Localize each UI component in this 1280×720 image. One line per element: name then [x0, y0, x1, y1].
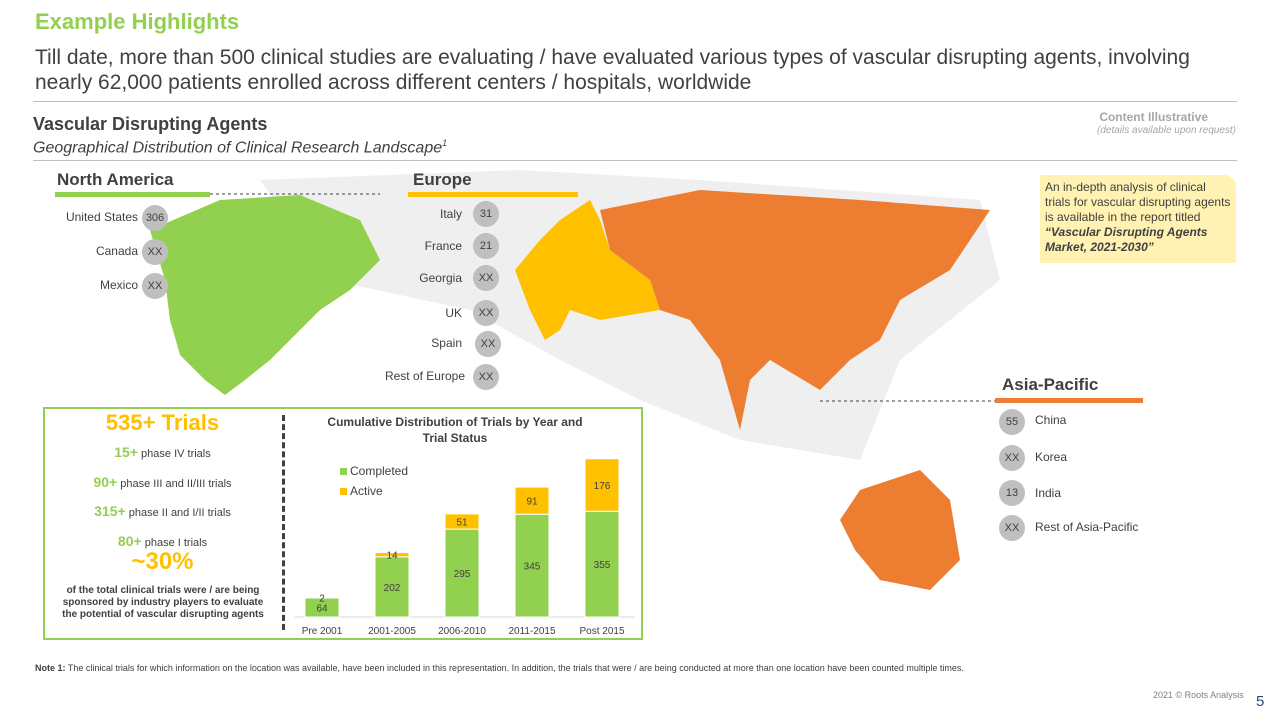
country-count: XX: [473, 300, 499, 326]
region-bar: [995, 398, 1143, 403]
x-tick-label: Post 2015: [579, 626, 624, 637]
copyright: 2021 © Roots Analysis: [1153, 690, 1244, 700]
country-count: XX: [142, 273, 168, 299]
australia-map: [840, 470, 960, 590]
phase-stat: 15+ phase IV trials: [114, 444, 211, 460]
total-trials: 535+ Trials: [105, 410, 220, 435]
x-tick-label: 2006-2010: [438, 626, 486, 637]
divider: [33, 160, 1237, 161]
country-label: India: [1035, 486, 1062, 500]
country-label: Italy: [439, 207, 462, 221]
data-label: 202: [384, 583, 401, 594]
data-label: 91: [526, 497, 538, 508]
phase-stat: 315+ phase II and I/II trials: [94, 503, 231, 519]
report-callout: An in-depth analysis of clinical trials …: [1040, 175, 1236, 263]
section-title: Vascular Disrupting Agents: [33, 114, 268, 134]
region-europe: Europe: [413, 170, 472, 189]
bar-active: [444, 513, 480, 530]
country-label: Canada: [95, 244, 138, 258]
region-bar: [55, 192, 210, 197]
legend-completed: Completed: [340, 464, 408, 478]
content-illustrative: Content Illustrative: [1099, 110, 1208, 124]
country-count: 55: [999, 409, 1025, 435]
stacked-bar-chart: 642 Pre 2001 202 14 2001-2005 295 51 2006-2010 3…: [295, 458, 635, 637]
x-tick-label: 2001-2005: [368, 626, 416, 637]
country-label: China: [1035, 413, 1067, 427]
legend-active: Active: [340, 484, 383, 498]
country-count: XX: [473, 265, 499, 291]
phase-stat: 80+ phase I trials: [117, 533, 208, 549]
country-count: 13: [999, 480, 1025, 506]
country-count: 21: [473, 233, 499, 259]
country-count: XX: [475, 331, 501, 357]
page-title: Example Highlights: [35, 9, 240, 34]
region-bar: [408, 192, 578, 197]
country-count: XX: [473, 364, 499, 390]
region-north-america: North America: [57, 170, 174, 189]
bar-completed: [444, 528, 480, 618]
bar-active: [584, 458, 620, 512]
country-count: 31: [473, 201, 499, 227]
country-label: Spain: [431, 336, 462, 350]
legend-swatch: [340, 488, 347, 495]
country-label: Georgia: [419, 271, 462, 285]
data-label: 295: [454, 569, 471, 580]
country-label: France: [424, 239, 462, 253]
world-map: [150, 170, 1000, 590]
content-note: (details available upon request): [1097, 125, 1236, 136]
country-label: Rest of Europe: [384, 369, 465, 383]
country-label: United States: [65, 210, 138, 224]
bar-active: [514, 486, 550, 515]
country-label: UK: [445, 306, 462, 320]
data-label: 345: [524, 562, 541, 573]
country-count: XX: [142, 239, 168, 265]
x-tick-label: 2011-2015: [508, 626, 556, 637]
country-label: Mexico: [99, 278, 138, 292]
legend-swatch: [340, 468, 347, 475]
data-label: 2: [319, 594, 325, 605]
data-label: 14: [386, 551, 398, 562]
bar-active: [304, 596, 340, 599]
region-asia-pacific: Asia-Pacific: [1002, 375, 1099, 394]
bar-completed: [374, 556, 410, 618]
section-subtitle: Geographical Distribution of Clinical Re…: [33, 138, 448, 157]
data-label: 64: [316, 603, 328, 614]
bar-completed: [514, 513, 550, 618]
bar-active: [374, 552, 410, 558]
country-count: XX: [999, 515, 1025, 541]
divider: [33, 101, 1237, 102]
phase-stat: 90+ phase III and II/III trials: [93, 474, 232, 490]
page-number: 5: [1256, 693, 1265, 710]
bar-completed: [584, 510, 620, 618]
europe-map: [515, 200, 660, 340]
page-subtitle: Till date, more than 500 clinical studie…: [35, 46, 1190, 94]
industry-percent: ~30%: [131, 548, 194, 575]
data-label: 176: [594, 481, 611, 492]
chart-title: Cumulative Distribution of Trials by Yea…: [327, 415, 583, 445]
country-label: Rest of Asia-Pacific: [1035, 520, 1139, 534]
x-tick-label: Pre 2001: [302, 626, 343, 637]
north-america-map: [150, 195, 380, 395]
asia-map: [600, 190, 990, 430]
data-label: 51: [456, 517, 468, 528]
footnote: Note 1: The clinical trials for which in…: [35, 663, 964, 673]
panel-separator: [282, 415, 285, 630]
industry-text: of the total clinical trials were / are …: [62, 585, 264, 620]
data-label: 355: [594, 560, 611, 571]
country-label: Korea: [1035, 450, 1068, 464]
country-count: XX: [999, 445, 1025, 471]
country-count: 306: [142, 205, 168, 231]
